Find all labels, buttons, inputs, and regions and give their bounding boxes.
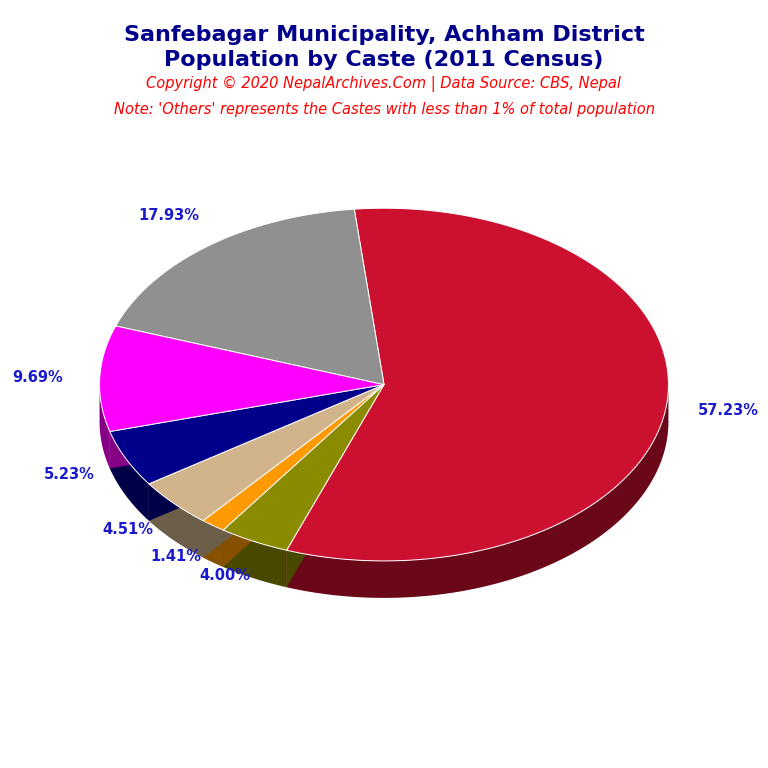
Text: 9.69%: 9.69% [12,369,62,385]
Polygon shape [100,385,110,468]
Polygon shape [223,530,286,588]
Polygon shape [286,385,384,588]
Text: Copyright © 2020 NepalArchives.Com | Data Source: CBS, Nepal: Copyright © 2020 NepalArchives.Com | Dat… [147,77,621,92]
Polygon shape [223,385,384,550]
Text: 4.51%: 4.51% [102,522,153,537]
Polygon shape [149,385,384,521]
Polygon shape [203,385,384,530]
Text: Note: 'Others' represents the Castes with less than 1% of total population: Note: 'Others' represents the Castes wit… [114,101,654,117]
Polygon shape [110,385,384,468]
Polygon shape [149,385,384,521]
Polygon shape [110,385,384,484]
Polygon shape [149,385,384,521]
Text: Sanfebagar Municipality, Achham District: Sanfebagar Municipality, Achham District [124,25,644,45]
Polygon shape [149,484,203,558]
Polygon shape [116,209,384,385]
Text: 17.93%: 17.93% [138,208,200,223]
Polygon shape [110,432,149,521]
Polygon shape [203,521,223,567]
Text: 4.00%: 4.00% [200,568,250,584]
Polygon shape [203,385,384,558]
Text: 1.41%: 1.41% [150,549,200,564]
Polygon shape [286,208,668,561]
Text: Population by Caste (2011 Census): Population by Caste (2011 Census) [164,50,604,70]
Polygon shape [203,385,384,558]
Text: 57.23%: 57.23% [698,403,759,419]
Polygon shape [110,385,384,468]
Polygon shape [100,326,384,432]
Polygon shape [286,385,668,598]
Polygon shape [223,385,384,567]
Polygon shape [286,385,384,588]
Text: 5.23%: 5.23% [44,468,94,482]
Polygon shape [223,385,384,567]
